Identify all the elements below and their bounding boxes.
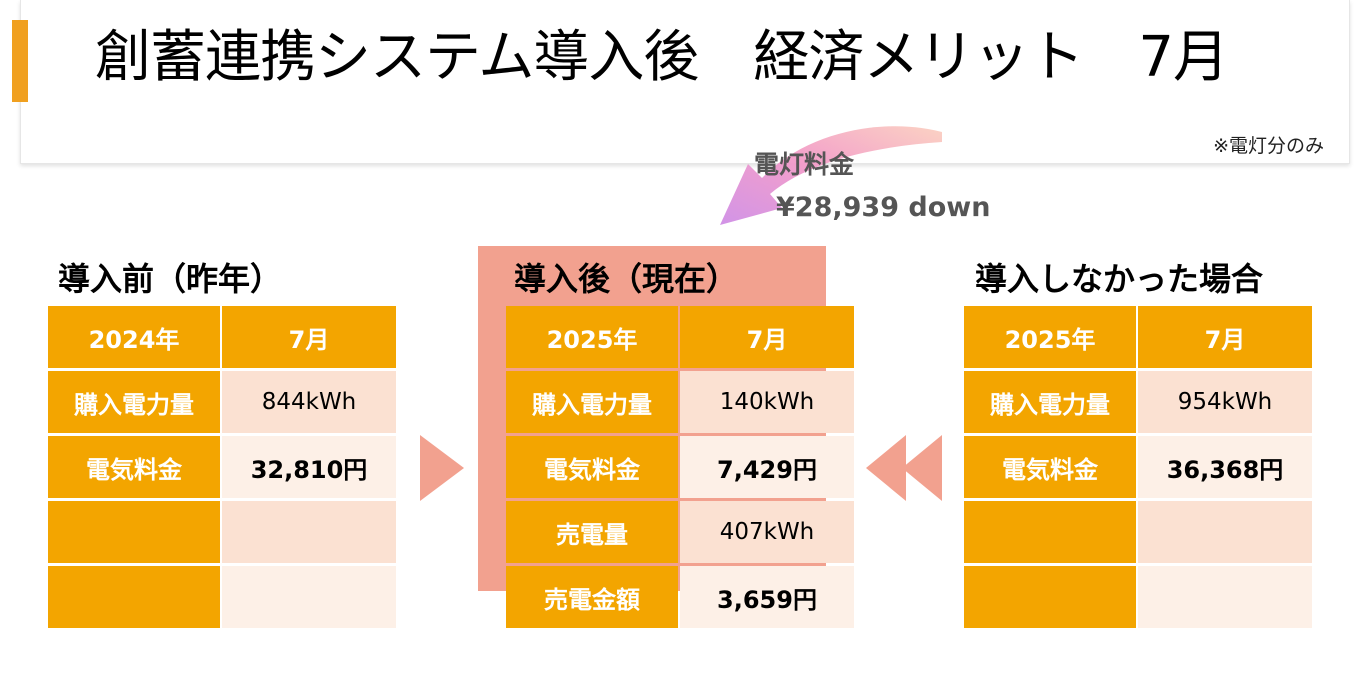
table-header-row: 2025年 7月 — [506, 306, 854, 368]
year-cell: 2025年 — [506, 306, 678, 368]
savings-label: 電灯料金 — [754, 150, 855, 179]
row-value: 140kWh — [680, 371, 854, 433]
row-label: 購入電力量 — [48, 371, 220, 433]
month-cell: 7月 — [1138, 306, 1312, 368]
row-value — [1138, 566, 1312, 628]
table-row: 購入電力量 140kWh — [506, 371, 854, 433]
before-table: 2024年 7月 購入電力量 844kWh 電気料金 32,810円 — [48, 306, 396, 631]
row-label — [48, 566, 220, 628]
row-label — [48, 501, 220, 563]
row-label: 電気料金 — [964, 436, 1136, 498]
month-cell: 7月 — [222, 306, 396, 368]
without-table: 2025年 7月 購入電力量 954kWh 電気料金 36,368円 — [964, 306, 1312, 631]
row-value — [1138, 501, 1312, 563]
table-row: 電気料金 7,429円 — [506, 436, 854, 498]
before-section-title: 導入前（昨年） — [58, 260, 283, 298]
row-value: 32,810円 — [222, 436, 396, 498]
table-header-row: 2024年 7月 — [48, 306, 396, 368]
table-row: 電気料金 36,368円 — [964, 436, 1312, 498]
row-label: 電気料金 — [506, 436, 678, 498]
page-title: 創蓄連携システム導入後 経済メリット 7月 — [95, 25, 1229, 90]
after-section-title: 導入後（現在） — [514, 260, 739, 298]
row-label: 購入電力量 — [506, 371, 678, 433]
row-label — [964, 566, 1136, 628]
row-value: 844kWh — [222, 371, 396, 433]
table-row: 売電量 407kWh — [506, 501, 854, 563]
scope-note: ※電灯分のみ — [1213, 135, 1324, 157]
without-section-title: 導入しなかった場合 — [975, 260, 1264, 298]
row-label: 電気料金 — [48, 436, 220, 498]
table-row — [48, 501, 396, 563]
row-value — [222, 501, 396, 563]
month-cell: 7月 — [680, 306, 854, 368]
table-row: 購入電力量 844kWh — [48, 371, 396, 433]
curved-down-arrow-icon — [720, 126, 942, 225]
header-panel — [20, 0, 1350, 164]
row-value: 954kWh — [1138, 371, 1312, 433]
table-row: 売電金額 3,659円 — [506, 566, 854, 628]
row-label — [964, 501, 1136, 563]
table-row — [48, 566, 396, 628]
row-value: 3,659円 — [680, 566, 854, 628]
title-accent-bar — [12, 20, 28, 102]
after-table: 2025年 7月 購入電力量 140kWh 電気料金 7,429円 売電量 40… — [506, 306, 854, 631]
table-row: 購入電力量 954kWh — [964, 371, 1312, 433]
year-cell: 2024年 — [48, 306, 220, 368]
row-label: 購入電力量 — [964, 371, 1136, 433]
row-value: 407kWh — [680, 501, 854, 563]
row-value: 36,368円 — [1138, 436, 1312, 498]
row-value: 7,429円 — [680, 436, 854, 498]
table-header-row: 2025年 7月 — [964, 306, 1312, 368]
double-chevron-left-icon — [866, 435, 942, 501]
row-label: 売電金額 — [506, 566, 678, 628]
table-row — [964, 566, 1312, 628]
savings-amount: ¥28,939 down — [776, 192, 991, 223]
row-value — [222, 566, 396, 628]
row-label: 売電量 — [506, 501, 678, 563]
table-row: 電気料金 32,810円 — [48, 436, 396, 498]
year-cell: 2025年 — [964, 306, 1136, 368]
chevron-right-icon — [420, 435, 464, 501]
table-row — [964, 501, 1312, 563]
